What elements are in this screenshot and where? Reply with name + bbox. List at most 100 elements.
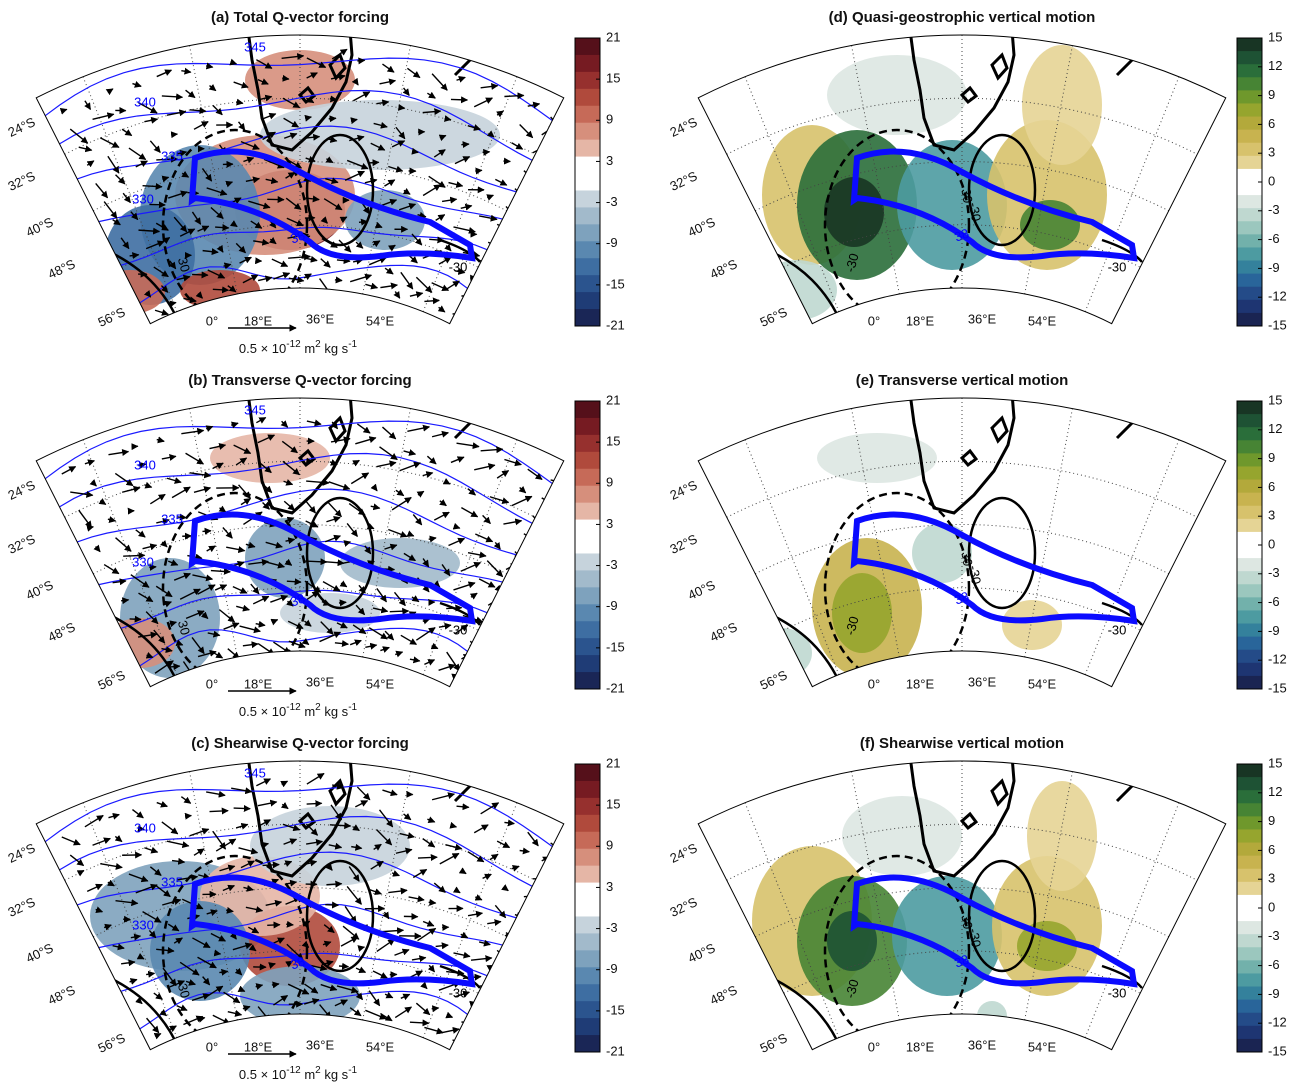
vector [379,78,397,86]
colorbar-band [575,638,600,656]
vector [210,932,226,942]
vector [384,267,394,275]
vector [426,455,437,465]
vector [132,81,142,88]
vector [482,148,491,156]
vector [305,155,316,163]
vector [380,927,405,935]
vector [103,923,112,931]
vector [441,564,451,577]
vector-scale-label: 0.5 × 10-12 m2 kg s-1 [239,339,358,356]
vector [428,898,437,906]
colorbar-band [575,468,600,487]
colorbar-band [575,105,600,124]
vector [422,108,442,116]
vector [84,814,104,828]
coastline [959,448,979,468]
vector [256,59,273,69]
colorbar-band [1237,427,1262,441]
colorbar-tick-label: 0 [1268,536,1275,551]
vector [270,594,289,603]
coastline [246,397,354,515]
pv-contour [188,148,476,262]
vector [496,469,510,479]
colorbar-band [1237,973,1262,988]
colorbar-tick-label: -3 [606,194,618,209]
colorbar-band [575,417,600,436]
colorbar-band [1237,466,1262,481]
vector [283,500,296,511]
vector [226,546,246,553]
vector [409,656,421,664]
vector [145,240,165,250]
vector [137,825,145,833]
vector [181,67,192,75]
vector [372,606,389,614]
colorbar-band [1237,986,1262,1001]
lat-label: 40°S [686,214,718,240]
vector [452,886,461,894]
vector [185,452,205,465]
vector [185,979,196,986]
vector [352,824,360,832]
vector [486,130,495,138]
colorbar-band [1237,777,1262,791]
vector [256,778,272,787]
vector [329,459,338,466]
vector [334,640,349,648]
shaded-field [1022,45,1102,165]
vector [355,966,367,974]
vector [189,471,212,479]
vector [482,873,492,881]
vector [200,611,209,620]
contour-label: 335 [161,148,183,163]
vector [216,244,224,253]
vector [446,280,460,290]
vector [212,830,227,850]
vector [355,604,366,616]
vector [115,899,139,907]
vector [328,481,351,491]
vector [192,271,209,279]
vector [305,500,317,514]
vector [487,594,506,606]
vector [197,584,216,595]
lat-label: 24°S [668,840,700,866]
vector [402,87,410,96]
vector [349,134,365,142]
contour-label: 330 [132,554,154,569]
parallel [783,587,1141,631]
vector-scale-part: -1 [348,339,357,350]
isentrope [120,226,488,266]
vector [473,824,489,834]
colorbar-tick-label: -3 [1268,565,1280,580]
vector [235,822,249,830]
vector [467,910,484,918]
vector [231,787,253,795]
vector [100,862,123,870]
isentrope [120,589,488,629]
vector [376,99,390,107]
vector [281,53,305,60]
parallel [726,460,1198,518]
vector [215,224,230,232]
coastline [453,765,482,803]
colorbar-band [575,916,600,934]
lat-label: 40°S [686,577,718,603]
vector [93,544,101,553]
vector [61,836,81,846]
vector [433,511,450,521]
colorbar-band [575,122,600,141]
colorbar-band [1237,960,1262,974]
colorbar-band [575,156,600,175]
vector [306,838,324,846]
vector [142,182,163,190]
vector [493,541,501,550]
vector [352,624,367,635]
colorbar-band [575,831,600,850]
vector [374,221,383,229]
lon-label: 18°E [244,676,273,691]
colorbar-band [575,292,600,310]
vector [395,126,406,140]
vector [271,981,280,989]
